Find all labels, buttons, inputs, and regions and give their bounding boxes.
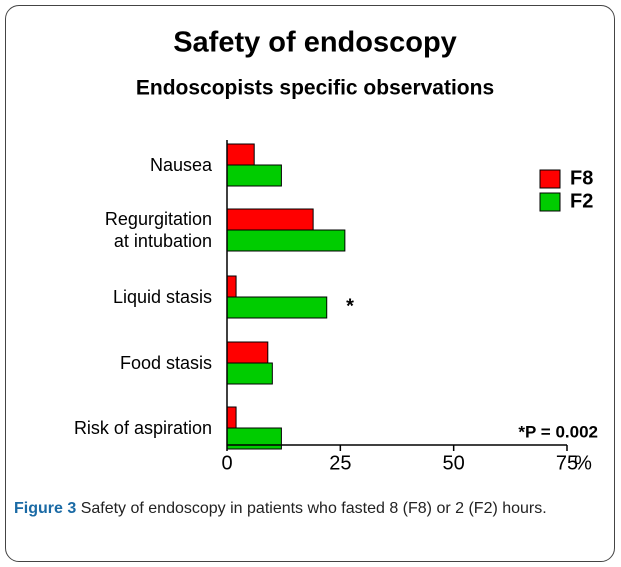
x-tick-label: 0 — [221, 452, 232, 474]
y-tick-label: Nausea — [149, 155, 212, 175]
bar — [226, 362, 273, 385]
bar — [226, 208, 314, 231]
bar — [226, 164, 282, 187]
y-tick-label: Food stasis — [119, 353, 212, 373]
legend-swatch — [539, 169, 561, 189]
bar — [226, 341, 269, 364]
bar — [226, 229, 346, 252]
caption: Figure 3 Safety of endoscopy in patients… — [14, 496, 604, 521]
bar — [226, 296, 328, 319]
x-tick-label: 25 — [329, 452, 351, 474]
bar — [226, 427, 282, 450]
x-tick-label: 50 — [443, 452, 465, 474]
caption-text: Safety of endoscopy in patients who fast… — [80, 500, 547, 517]
annotation: *P = 0.002 — [518, 422, 598, 441]
legend-swatch — [539, 192, 561, 212]
bar — [226, 406, 237, 429]
y-tick-label: Regurgitation at intubation — [104, 209, 212, 251]
figure-frame — [5, 5, 615, 562]
y-tick-label: Risk of aspiration — [73, 418, 212, 438]
legend-label: F2 — [570, 190, 593, 212]
annotation: * — [346, 295, 354, 317]
x-axis-label: % — [574, 452, 592, 474]
legend-label: F8 — [570, 167, 593, 189]
chart-title: Safety of endoscopy — [173, 27, 457, 59]
caption-label: Figure 3 — [14, 500, 77, 517]
chart-subtitle: Endoscopists specific observations — [136, 77, 494, 100]
bar — [226, 143, 255, 166]
x-tick-label: 75 — [556, 452, 578, 474]
bar — [226, 275, 237, 298]
y-tick-label: Liquid stasis — [112, 287, 212, 307]
